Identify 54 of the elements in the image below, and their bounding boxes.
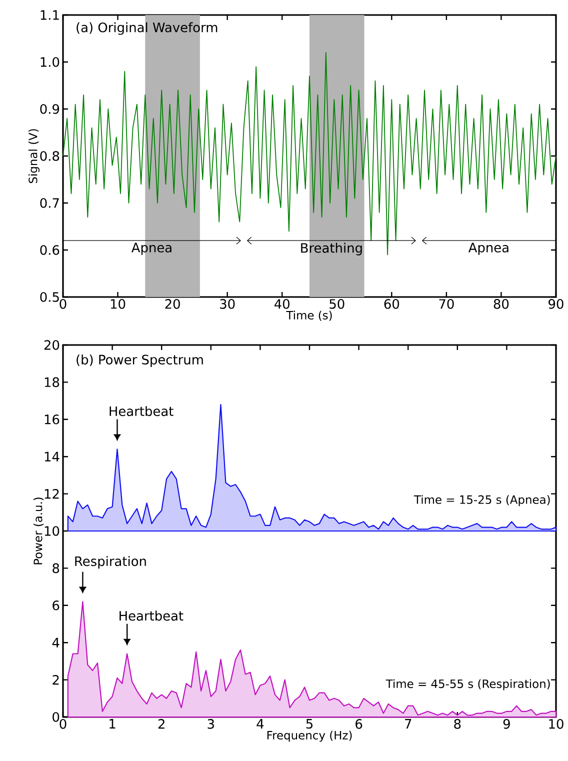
series-label: Time = 15-25 s (Apnea) <box>414 495 550 506</box>
x-tick-label: 3 <box>208 719 214 729</box>
text: (a) Original Waveform <box>76 22 218 35</box>
text: (b) Power Spectrum <box>76 354 203 368</box>
x-tick-label: 40 <box>274 299 290 309</box>
y-axis-title: Signal (V) <box>28 129 40 184</box>
annotation: Apnea <box>468 242 508 255</box>
y-axis-title: Power (a.u.) <box>33 498 44 564</box>
series-label: Time = 45-55 s (Respiration) <box>386 679 550 690</box>
y-tick-label: 0.8 <box>40 151 60 161</box>
y-tick-label: 8 <box>52 563 60 574</box>
y-tick-label: 0.6 <box>40 245 60 255</box>
x-tick-label: 10 <box>110 299 126 309</box>
x-tick-label: 4 <box>256 719 264 728</box>
x-tick-label: 90 <box>548 299 564 309</box>
x-tick-label: 60 <box>384 299 400 309</box>
x-tick-label: 0 <box>60 719 66 729</box>
y-tick-label: 14 <box>44 452 60 462</box>
x-tick-label: 7 <box>405 719 412 728</box>
annotation: Breathing <box>301 242 362 256</box>
y-tick-label: 0.7 <box>40 198 59 208</box>
y-tick-label: 1.1 <box>40 10 59 20</box>
x-tick-label: 50 <box>330 299 344 309</box>
y-tick-label: 2 <box>52 675 59 685</box>
x-tick-label: 6 <box>356 719 362 729</box>
annotation: Respiration <box>75 556 146 569</box>
y-tick-label: 1.0 <box>40 57 60 67</box>
annotation: Heartbeat <box>110 406 174 416</box>
x-tick-label: 2 <box>158 719 164 729</box>
y-tick-label: 0.9 <box>40 104 60 114</box>
x-tick-label: 8 <box>454 719 461 729</box>
y-tick-label: 12 <box>44 489 59 499</box>
x-tick-label: 10 <box>549 719 564 729</box>
y-tick-label: 10 <box>44 526 60 536</box>
y-tick-label: 6 <box>52 600 60 610</box>
x-tick-label: 30 <box>220 299 235 309</box>
x-tick-label: 0 <box>60 299 66 309</box>
y-tick-label: 4 <box>52 638 60 648</box>
x-tick-label: 1 <box>110 719 116 728</box>
x-axis-title: Time (s) <box>286 310 332 321</box>
y-tick-label: 0 <box>52 712 60 722</box>
x-tick-label: 80 <box>494 299 509 309</box>
y-tick-label: 16 <box>44 414 60 424</box>
annotation: Apnea <box>131 242 172 255</box>
x-tick-label: 9 <box>503 719 510 729</box>
x-tick-label: 20 <box>165 299 180 309</box>
y-tick-label: 0.5 <box>40 292 59 302</box>
line-series <box>62 52 556 256</box>
x-tick-label: 5 <box>306 719 312 729</box>
annotation: Heartbeat <box>120 610 184 621</box>
y-tick-label: 18 <box>44 377 60 388</box>
x-tick-label: 70 <box>439 299 454 309</box>
x-axis-title: Frequency (Hz) <box>267 730 352 742</box>
y-tick-label: 20 <box>44 340 60 350</box>
